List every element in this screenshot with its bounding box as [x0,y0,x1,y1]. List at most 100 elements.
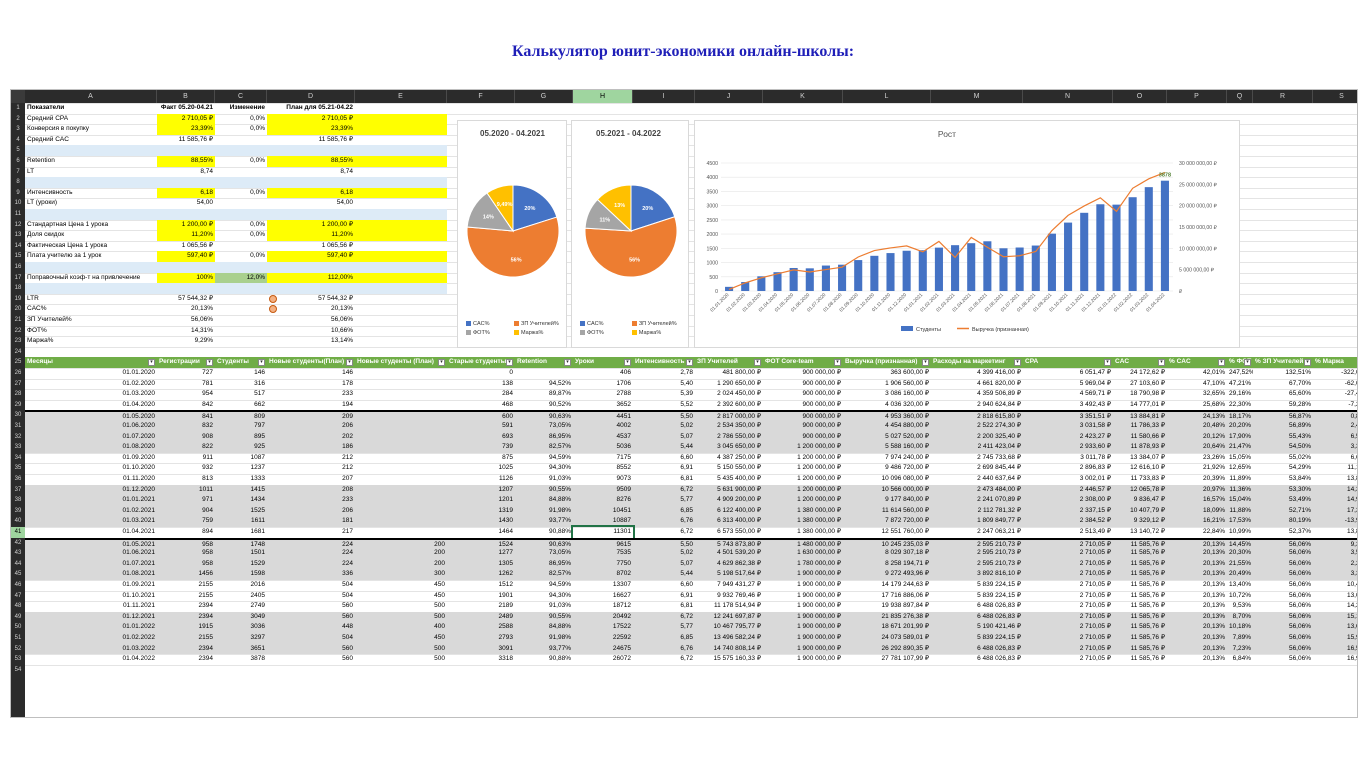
row-header-16[interactable]: 16 [14,264,22,270]
filter-dropdown-icon[interactable]: ▾ [1014,359,1021,367]
table-cell[interactable]: 504 [342,591,353,599]
summary-side-cell[interactable] [355,124,447,135]
table-cell[interactable]: 9 486 720,00 ₽ [885,464,929,472]
table-cell[interactable]: 01.05.2020 [25,410,157,421]
summary-label[interactable]: ЗП Учителей% [27,316,72,323]
table-cell[interactable]: 2 818 615,80 ₽ [931,410,1023,421]
table-cell[interactable]: 21,55% [1227,558,1253,570]
table-cell[interactable]: 10 096 080,00 ₽ [881,475,929,482]
table-cell[interactable]: 11 178 514,94 ₽ [713,602,761,610]
table-cell[interactable]: 2 710,05 ₽ [1023,558,1113,570]
table-cell[interactable]: 500 [355,611,447,623]
table-cell[interactable]: 5,50 [633,410,695,421]
table-cell[interactable]: 90,63% [515,537,573,549]
table-cell[interactable] [355,516,447,527]
table-cell[interactable]: 932 [202,464,213,472]
table-cell[interactable]: 1 900 000,00 ₽ [797,581,841,588]
table-cell[interactable]: 55,02% [1288,453,1311,461]
table-cell[interactable]: 11,36% [1227,484,1253,496]
table-cell[interactable]: 832 [157,421,215,432]
summary-plan[interactable] [267,262,355,273]
table-cell[interactable]: 01.12.2020 [25,484,157,496]
table-cell[interactable]: 14 179 244,63 ₽ [881,581,929,588]
row-header-15[interactable]: 15 [14,253,22,260]
table-cell[interactable]: 284 [502,390,513,398]
summary-side-cell[interactable] [355,209,447,220]
row-header-6[interactable]: 6 [16,158,20,164]
table-cell[interactable]: 233 [267,495,355,506]
table-cell[interactable]: 17522 [573,622,633,633]
table-cell[interactable]: 8276 [573,495,633,506]
column-header-h[interactable]: H [573,90,633,103]
table-header[interactable]: Старые студенты [447,357,515,368]
table-cell[interactable]: 22592 [573,633,633,644]
table-cell[interactable]: 146 [342,369,353,376]
summary-plan[interactable]: 88,55% [267,156,355,167]
table-cell[interactable]: 5 839 224,15 ₽ [931,633,1023,644]
table-cell[interactable]: 01.11.2020 [122,475,155,482]
table-cell[interactable]: 20,30% [1227,548,1253,559]
table-header[interactable]: Месяцы [25,357,157,368]
table-cell[interactable]: 8 029 307,18 ₽ [843,548,931,559]
table-cell[interactable]: 1748 [215,537,267,549]
pie-slice[interactable] [584,216,678,278]
table-cell[interactable]: 5,40 [680,379,693,387]
table-cell[interactable]: 9,36% [1313,537,1357,549]
summary-label[interactable] [25,145,157,156]
row-header-23[interactable]: 23 [14,338,22,345]
table-cell[interactable]: 01.02.2020 [122,379,155,387]
table-cell[interactable]: 90,88% [548,655,571,663]
column-header-i[interactable]: I [633,90,695,103]
table-cell[interactable]: 900 000,00 ₽ [802,400,841,408]
table-cell[interactable]: 200 [355,548,447,559]
table-cell[interactable]: 19 938 897,84 ₽ [881,602,929,610]
summary-fact[interactable]: 597,40 ₽ [157,251,215,262]
summary-fact[interactable]: 6,18 [157,187,215,199]
table-cell[interactable]: 813 [202,475,213,482]
summary-change[interactable]: 0,0% [250,125,265,133]
table-cell[interactable]: 1333 [250,475,265,482]
table-cell[interactable]: 6,72 [680,528,693,535]
summary-label[interactable]: ФОТ% [27,326,47,334]
table-cell[interactable]: 5 631 900,00 ₽ [695,484,763,496]
table-cell[interactable]: 1529 [215,558,267,570]
row-header-3[interactable]: 3 [16,126,20,133]
table-cell[interactable]: 67,70% [1288,379,1311,387]
table-cell[interactable]: 2793 [447,633,515,644]
summary-change[interactable]: 0,0% [250,252,265,260]
summary-label[interactable] [25,209,157,220]
column-header-j[interactable]: J [695,90,763,103]
table-cell[interactable]: 3 031,58 ₽ [1023,421,1113,432]
table-cell[interactable]: 16627 [612,591,631,599]
table-cell[interactable]: 1 900 000,00 ₽ [763,622,843,633]
table-cell[interactable]: 5 743 873,80 ₽ [695,537,763,549]
table-cell[interactable]: 11301 [571,525,635,540]
row-header-28[interactable]: 28 [14,391,22,398]
table-cell[interactable]: 20,13% [1202,591,1225,599]
table-cell[interactable]: 5 969,04 ₽ [1079,379,1111,387]
row-header-4[interactable]: 4 [16,136,20,143]
table-cell[interactable]: 504 [342,581,353,588]
filter-dropdown-icon[interactable]: ▾ [1218,359,1225,367]
table-cell[interactable]: 11 585,76 ₽ [1113,622,1167,633]
pie-slice[interactable] [466,216,560,278]
table-cell[interactable]: 8 258 194,71 ₽ [843,558,931,570]
table-cell[interactable]: 842 [202,400,213,408]
summary-label[interactable] [25,283,157,294]
table-cell[interactable]: 52,71% [1253,505,1313,517]
filter-dropdown-icon[interactable]: ▾ [1304,359,1311,367]
table-cell[interactable]: 5,44 [633,442,695,453]
row-header-10[interactable]: 10 [14,200,22,207]
row-header-7[interactable]: 7 [16,168,20,175]
pie-slice[interactable] [630,184,676,232]
table-cell[interactable]: 01.08.2020 [25,442,157,453]
summary-change[interactable] [215,241,267,252]
table-cell[interactable]: 10 407,79 ₽ [1113,505,1167,517]
table-cell[interactable]: 12 065,78 ₽ [1113,484,1167,496]
table-cell[interactable] [355,389,447,400]
filter-dropdown-icon[interactable]: ▾ [206,359,213,367]
table-cell[interactable]: 9615 [573,537,633,549]
table-cell[interactable]: 11,89% [1229,475,1251,482]
column-header-a[interactable]: A [25,90,157,103]
table-cell[interactable]: 13 884,81 ₽ [1113,410,1167,421]
